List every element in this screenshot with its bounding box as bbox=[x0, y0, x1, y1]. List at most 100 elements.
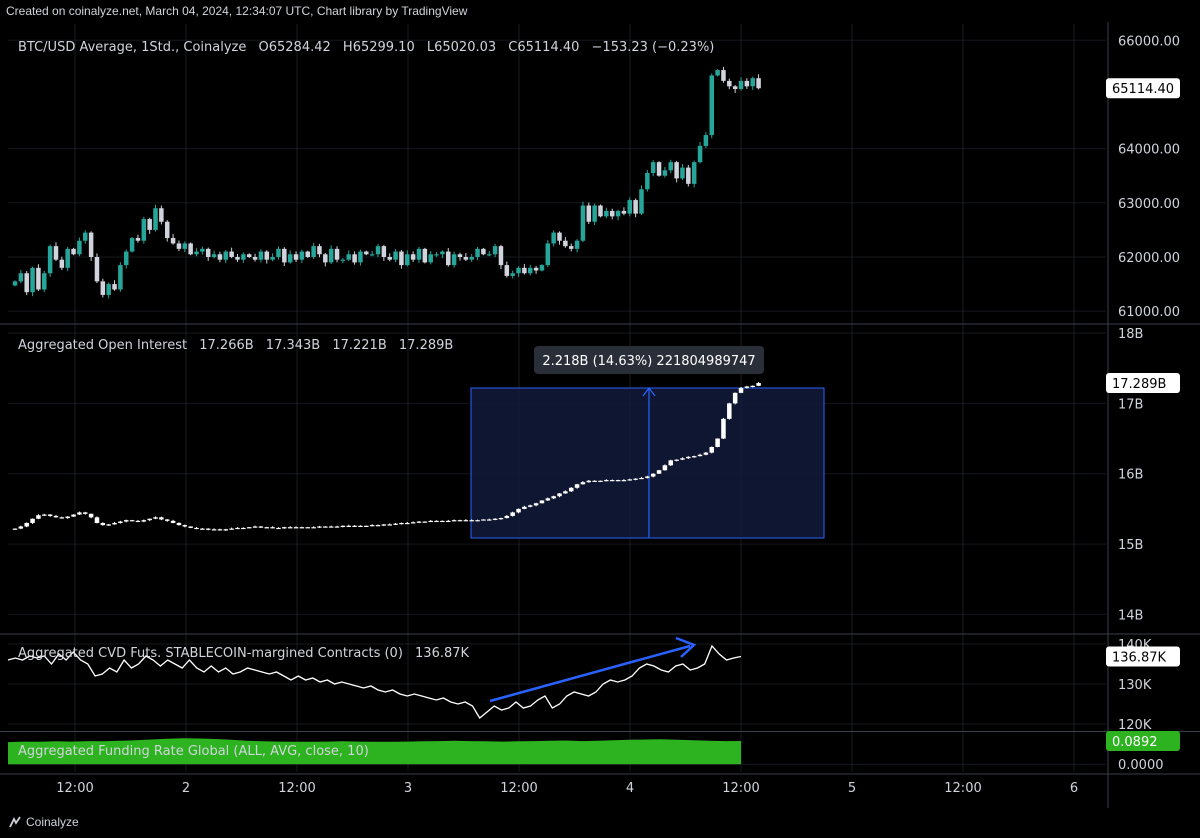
candle-body bbox=[153, 517, 158, 519]
y-tick-label: 15B bbox=[1118, 538, 1143, 553]
candle-body bbox=[697, 454, 703, 457]
candle-body bbox=[59, 517, 65, 519]
candle-body bbox=[317, 246, 322, 255]
price-legend-name: BTC/USD Average, 1Std., Coinalyze bbox=[18, 40, 246, 55]
candle-body bbox=[399, 251, 404, 266]
candle-body bbox=[516, 508, 521, 513]
candle-body bbox=[604, 210, 609, 217]
candle-body bbox=[709, 446, 714, 453]
measure-tool[interactable]: 2.218B (14.63%) 221804989747 bbox=[470, 346, 825, 539]
candle-body bbox=[545, 498, 551, 501]
candle-body bbox=[680, 458, 685, 460]
candle-body bbox=[258, 526, 264, 528]
candle-body bbox=[527, 505, 533, 507]
funding-legend: Aggregated Funding Rate Global (ALL, AVG… bbox=[18, 744, 369, 759]
candle-body bbox=[645, 173, 650, 190]
candle-body bbox=[487, 519, 492, 521]
candle-body bbox=[633, 478, 638, 480]
candle-body bbox=[527, 267, 533, 274]
candle-body bbox=[387, 524, 392, 526]
candle-body bbox=[129, 520, 135, 522]
candle-body bbox=[744, 80, 750, 87]
candle-body bbox=[680, 167, 685, 179]
cvd-legend: Aggregated CVD Futs. STABLECOIN-margined… bbox=[18, 646, 470, 661]
y-tick-label: 18B bbox=[1118, 327, 1143, 342]
candle-body bbox=[65, 248, 70, 268]
candle-body bbox=[604, 480, 609, 482]
candle-body bbox=[674, 459, 679, 461]
candle-body bbox=[539, 265, 545, 271]
brand[interactable]: Coinalyze bbox=[8, 815, 79, 829]
candle-body bbox=[686, 456, 691, 459]
candle-body bbox=[293, 527, 299, 529]
candle-body bbox=[276, 527, 281, 530]
candle-body bbox=[100, 281, 106, 295]
last-value-label: 136.87K bbox=[1112, 651, 1166, 666]
candle-body bbox=[176, 522, 182, 526]
candle-body bbox=[393, 523, 398, 525]
price-axis[interactable]: 66000.00 64000.00 63000.00 62000.00 61000.00… bbox=[1106, 34, 1180, 773]
candle-body bbox=[686, 167, 691, 184]
candle-body bbox=[287, 527, 293, 529]
candle-body bbox=[164, 221, 170, 239]
candle-body bbox=[405, 254, 410, 266]
cvd-line bbox=[7, 636, 742, 719]
oi-legend-open: 17.266B bbox=[199, 338, 253, 353]
candle-body bbox=[71, 514, 76, 517]
y-tick-label: 66000.00 bbox=[1118, 34, 1180, 49]
last-value-label: 0.0892 bbox=[1112, 735, 1158, 750]
candle-body bbox=[498, 518, 504, 520]
candle-body bbox=[697, 145, 703, 163]
candle-body bbox=[328, 248, 334, 263]
candle-body bbox=[358, 251, 363, 263]
candle-body bbox=[59, 259, 65, 268]
candle-body bbox=[598, 205, 603, 217]
candle-body bbox=[738, 80, 744, 90]
candle-body bbox=[656, 470, 662, 474]
candle-body bbox=[118, 265, 123, 290]
candle-body bbox=[170, 520, 176, 523]
x-tick-label: 12:00 bbox=[56, 781, 93, 796]
candle-body bbox=[53, 246, 59, 260]
candle-body bbox=[551, 232, 556, 244]
candle-body bbox=[229, 528, 234, 530]
price-legend-l-label: L bbox=[427, 40, 435, 55]
candle-body bbox=[94, 256, 100, 282]
candle-body bbox=[662, 465, 668, 471]
candle-body bbox=[381, 524, 387, 526]
candle-body bbox=[533, 267, 539, 271]
candle-body bbox=[539, 500, 545, 504]
candle-body bbox=[299, 251, 305, 260]
price-legend-open: 65284.42 bbox=[269, 40, 331, 55]
y-tick-label: 130K bbox=[1118, 678, 1152, 693]
y-tick-label: 61000.00 bbox=[1118, 305, 1180, 320]
panel-separators bbox=[0, 22, 1200, 808]
candle-body bbox=[703, 452, 709, 455]
price-legend-high: 65299.10 bbox=[353, 40, 415, 55]
footer-bar bbox=[0, 808, 1200, 838]
oi-legend: Aggregated Open Interest 17.266B 17.343B… bbox=[18, 338, 453, 353]
candle-body bbox=[393, 251, 398, 260]
candle-body bbox=[440, 251, 445, 255]
candle-body bbox=[738, 387, 744, 393]
chart-canvas[interactable]: 2.218B (14.63%) 221804989747 66000.00640… bbox=[0, 22, 1200, 808]
candle-body bbox=[123, 520, 129, 522]
candle-body bbox=[557, 493, 562, 497]
candle-body bbox=[24, 522, 29, 527]
candle-body bbox=[586, 480, 592, 483]
candle-body bbox=[574, 240, 580, 249]
y-tick-label: 120K bbox=[1118, 718, 1152, 733]
candle-body bbox=[246, 254, 252, 257]
measure-box[interactable] bbox=[470, 387, 825, 539]
time-axis[interactable]: 12:00 2 12:00 3 12:00 4 12:00 5 12:00 6 bbox=[56, 781, 1078, 796]
candle-body bbox=[364, 525, 369, 527]
candle-body bbox=[205, 248, 211, 257]
x-tick-label: 12:00 bbox=[278, 781, 315, 796]
candle-body bbox=[65, 516, 70, 519]
chart-credit-bar: Created on coinalyze.net, March 04, 2024… bbox=[0, 0, 1200, 22]
last-value-badge bbox=[1106, 78, 1180, 99]
candle-body bbox=[750, 78, 755, 87]
candle-body bbox=[568, 246, 574, 249]
candle-body bbox=[715, 70, 720, 76]
candle-body bbox=[691, 162, 697, 184]
